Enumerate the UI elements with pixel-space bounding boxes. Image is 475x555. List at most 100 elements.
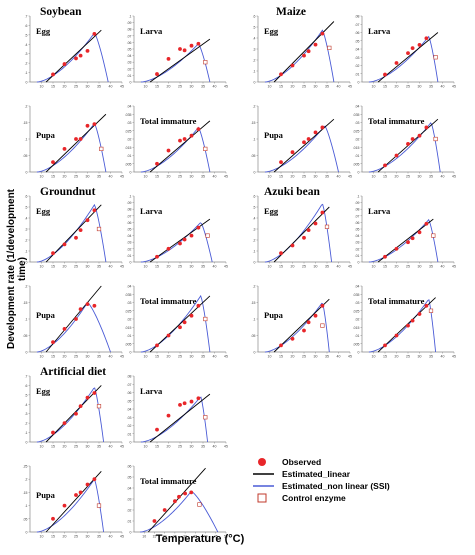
- x-tick-label: 30: [86, 535, 90, 539]
- observed-point: [178, 138, 182, 143]
- y-tick-label: .02: [355, 318, 360, 322]
- x-tick-label: 35: [97, 535, 101, 539]
- y-tick-label: .05: [251, 334, 256, 338]
- y-tick-label: .09: [355, 201, 360, 205]
- y-tick-label: 0: [130, 531, 132, 535]
- x-tick-label: 20: [395, 355, 399, 359]
- chart-panel: 0 .005 .01 .015 .02 .025 .03 .035 .04 10 15 20 25 30 3…: [353, 105, 456, 179]
- chart-panel: 0 .05 .1 .15 .2 10 15 20 25 30 35 40 45 Pupa: [251, 285, 352, 359]
- x-tick-label: 10: [268, 85, 272, 89]
- y-tick-label: .06: [127, 465, 132, 469]
- observed-point: [410, 236, 415, 241]
- x-tick-label: 30: [314, 265, 318, 269]
- x-tick-label: 20: [63, 355, 67, 359]
- nonlinear-curve: [368, 35, 439, 83]
- observed-point: [85, 218, 90, 223]
- chart-panel: 0 .05 .1 .15 .2 .25 10 15 20 25 30 35 40 45 Pupa: [23, 465, 124, 539]
- y-tick-label: .1: [253, 70, 256, 74]
- y-tick-label: 0: [254, 171, 256, 175]
- y-tick-label: .06: [355, 221, 360, 225]
- x-tick-label: 40: [109, 265, 113, 269]
- y-tick-label: .1: [253, 138, 256, 142]
- x-tick-label: 25: [406, 85, 410, 89]
- x-tick-label: 20: [167, 265, 171, 269]
- observed-point: [178, 241, 182, 246]
- x-tick-label: 10: [142, 535, 146, 539]
- open-square-icon: [257, 493, 267, 503]
- y-tick-label: .2: [25, 105, 28, 109]
- x-tick-label: 30: [86, 265, 90, 269]
- observed-point: [155, 343, 159, 348]
- x-tick-label: 15: [383, 85, 387, 89]
- y-tick-label: .04: [127, 408, 132, 412]
- observed-point: [189, 490, 194, 495]
- x-tick-label: 30: [190, 265, 194, 269]
- observed-point: [62, 503, 67, 508]
- x-tick-label: 35: [325, 355, 329, 359]
- observed-point: [394, 333, 399, 338]
- x-tick-label: 10: [372, 85, 376, 89]
- y-tick-label: .08: [127, 375, 132, 379]
- x-tick-label: 20: [167, 85, 171, 89]
- x-tick-label: 35: [429, 175, 433, 179]
- x-tick-label: 20: [63, 85, 67, 89]
- y-tick-label: .6: [25, 195, 28, 199]
- observed-point: [196, 127, 201, 131]
- x-tick-label: 25: [74, 175, 78, 179]
- y-tick-label: .005: [125, 342, 132, 346]
- x-tick-label: 15: [279, 265, 283, 269]
- y-tick-label: .1: [129, 195, 132, 199]
- crop-title-artificial-diet: Artificial diet: [40, 366, 107, 378]
- observed-point: [182, 137, 187, 141]
- observed-point: [383, 343, 387, 348]
- x-tick-label: 40: [204, 535, 208, 539]
- y-tick-label: .025: [353, 129, 360, 133]
- crop-title-groundnut: Groundnut: [40, 186, 96, 198]
- y-tick-label: .015: [125, 326, 132, 330]
- observed-point: [394, 153, 399, 158]
- observed-point: [182, 237, 187, 242]
- y-tick-label: .1: [25, 138, 28, 142]
- y-tick-label: .04: [355, 48, 360, 52]
- x-tick-label: 10: [40, 265, 44, 269]
- y-tick-label: .05: [127, 476, 132, 480]
- x-tick-label: 40: [337, 85, 341, 89]
- observed-point: [155, 254, 159, 259]
- stage-label: Larva: [368, 26, 391, 36]
- observed-point: [417, 42, 422, 47]
- legend-item-observed: Observed: [252, 456, 452, 468]
- y-tick-label: .01: [127, 334, 132, 338]
- y-tick-label: .09: [127, 21, 132, 25]
- y-tick-label: 0: [26, 351, 28, 355]
- x-tick-label: 30: [86, 445, 90, 449]
- y-tick-label: 0: [26, 81, 28, 85]
- observed-point: [302, 140, 306, 145]
- chart-panel: 0 .01 .02 .03 .04 .05 .06 .07 .08 .09 .1 10 15 20 25 30…: [355, 195, 456, 269]
- y-tick-label: .5: [253, 26, 256, 30]
- x-tick-label: 30: [86, 175, 90, 179]
- y-tick-label: .4: [25, 403, 28, 407]
- x-tick-label: 45: [214, 535, 218, 539]
- observed-point: [394, 246, 399, 251]
- stage-label: Total immature: [368, 116, 425, 126]
- y-tick-label: .005: [353, 342, 360, 346]
- observed-point: [78, 404, 83, 409]
- x-axis-title: Temperature (°C): [155, 533, 245, 545]
- stage-label: Total immature: [140, 296, 197, 306]
- y-tick-label: .025: [125, 129, 132, 133]
- blue-line-icon: [253, 485, 274, 487]
- legend-label: Control enzyme: [282, 493, 346, 503]
- observed-point: [196, 225, 201, 230]
- x-tick-label: 45: [224, 445, 228, 449]
- observed-point: [189, 133, 194, 138]
- x-tick-label: 10: [40, 85, 44, 89]
- stage-label: Egg: [264, 26, 279, 36]
- y-tick-label: .1: [25, 250, 28, 254]
- y-tick-label: 0: [130, 261, 132, 265]
- linear-fit-line: [147, 467, 206, 533]
- y-tick-label: .04: [127, 54, 132, 58]
- y-tick-label: .3: [25, 228, 28, 232]
- x-tick-label: 10: [144, 85, 148, 89]
- x-tick-label: 35: [325, 175, 329, 179]
- x-tick-label: 30: [418, 175, 422, 179]
